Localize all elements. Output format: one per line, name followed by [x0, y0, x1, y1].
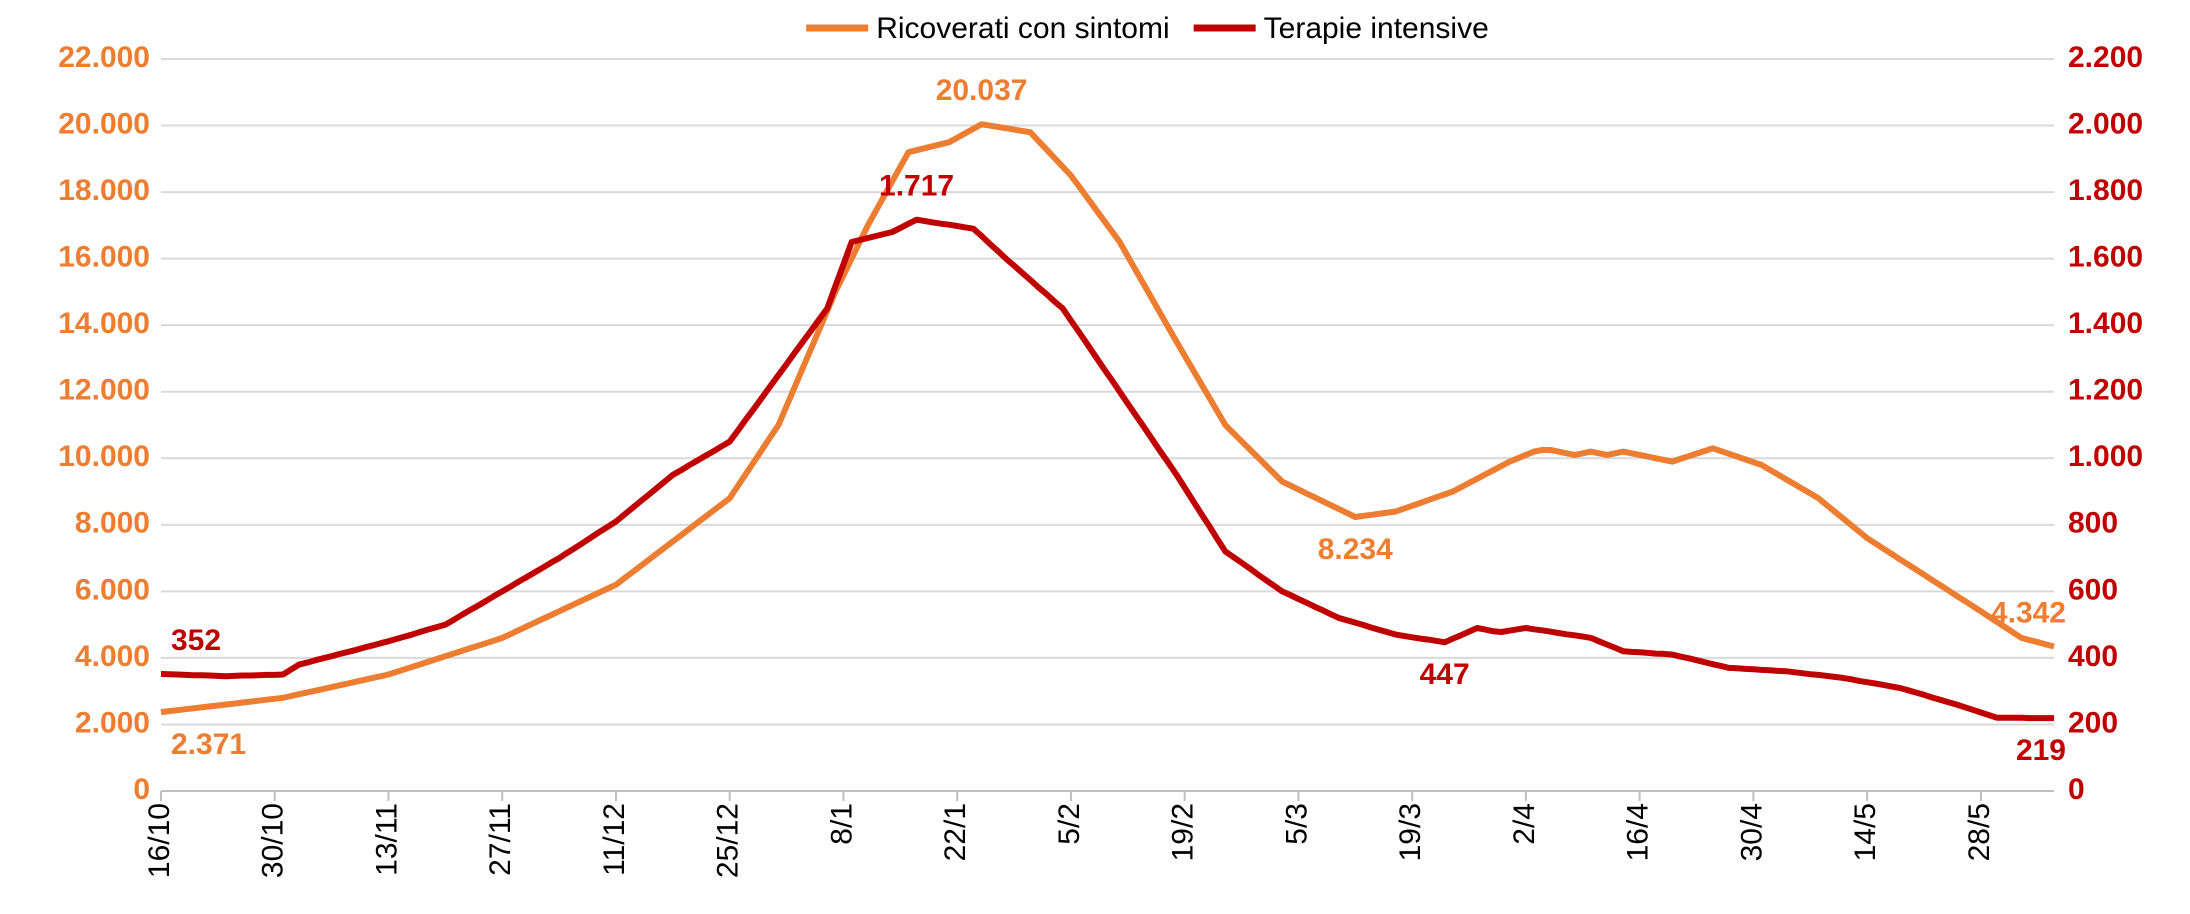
y2-tick-label: 200 [2068, 706, 2118, 739]
y2-tick-label: 1.600 [2068, 241, 2143, 274]
y2-tick-label: 1.400 [2068, 307, 2143, 340]
y-tick-label: 8.000 [75, 507, 150, 540]
x-tick-label: 5/2 [1053, 803, 1086, 845]
y2-tick-label: 600 [2068, 573, 2118, 606]
y2-tick-label: 1.000 [2068, 440, 2143, 473]
data-label: 2.371 [171, 728, 246, 761]
series-line [160, 121, 2055, 716]
x-tick-label: 11/12 [598, 803, 631, 876]
x-tick-label: 28/5 [1963, 803, 1996, 861]
y2-tick-label: 2.200 [2068, 41, 2143, 74]
x-tick-label: 13/11 [370, 803, 403, 876]
y-tick-label: 4.000 [75, 640, 150, 673]
y-tick-label: 10.000 [58, 440, 150, 473]
legend-label: Terapie intensive [1264, 12, 1489, 45]
y2-tick-label: 1.200 [2068, 374, 2143, 407]
y-tick-label: 16.000 [58, 241, 150, 274]
x-tick-label: 22/1 [939, 803, 972, 861]
data-label: 20.037 [936, 74, 1028, 107]
y-tick-label: 2.000 [75, 706, 150, 739]
y2-tick-label: 1.800 [2068, 174, 2143, 207]
x-tick-label: 2/4 [1508, 803, 1541, 845]
x-tick-label: 25/12 [712, 803, 745, 878]
y-tick-label: 18.000 [58, 174, 150, 207]
x-tick-label: 30/10 [257, 803, 290, 878]
x-tick-label: 19/2 [1167, 803, 1200, 861]
x-tick-label: 8/1 [825, 803, 858, 845]
data-label: 8.234 [1318, 533, 1393, 566]
x-tick-label: 5/3 [1280, 803, 1313, 845]
data-label: 4.342 [1991, 596, 2066, 629]
y-tick-label: 0 [133, 773, 150, 806]
y-tick-label: 14.000 [58, 307, 150, 340]
x-tick-label: 14/5 [1849, 803, 1882, 861]
y-tick-label: 20.000 [58, 107, 150, 140]
data-label: 352 [171, 624, 221, 657]
data-label: 1.717 [879, 170, 954, 203]
y2-tick-label: 800 [2068, 507, 2118, 540]
y-tick-label: 6.000 [75, 573, 150, 606]
x-tick-label: 30/4 [1735, 803, 1768, 861]
x-tick-label: 16/4 [1622, 803, 1655, 861]
y-tick-label: 12.000 [58, 374, 150, 407]
x-tick-label: 19/3 [1394, 803, 1427, 861]
x-tick-label: 16/10 [143, 803, 176, 878]
y-tick-label: 22.000 [58, 41, 150, 74]
x-tick-label: 27/11 [484, 803, 517, 876]
y2-tick-label: 400 [2068, 640, 2118, 673]
y2-tick-label: 0 [2068, 773, 2085, 806]
data-label: 447 [1420, 658, 1470, 691]
series-line [160, 216, 2054, 722]
data-label: 219 [2016, 734, 2066, 767]
y2-tick-label: 2.000 [2068, 107, 2143, 140]
legend-label: Ricoverati con sintomi [876, 12, 1169, 45]
